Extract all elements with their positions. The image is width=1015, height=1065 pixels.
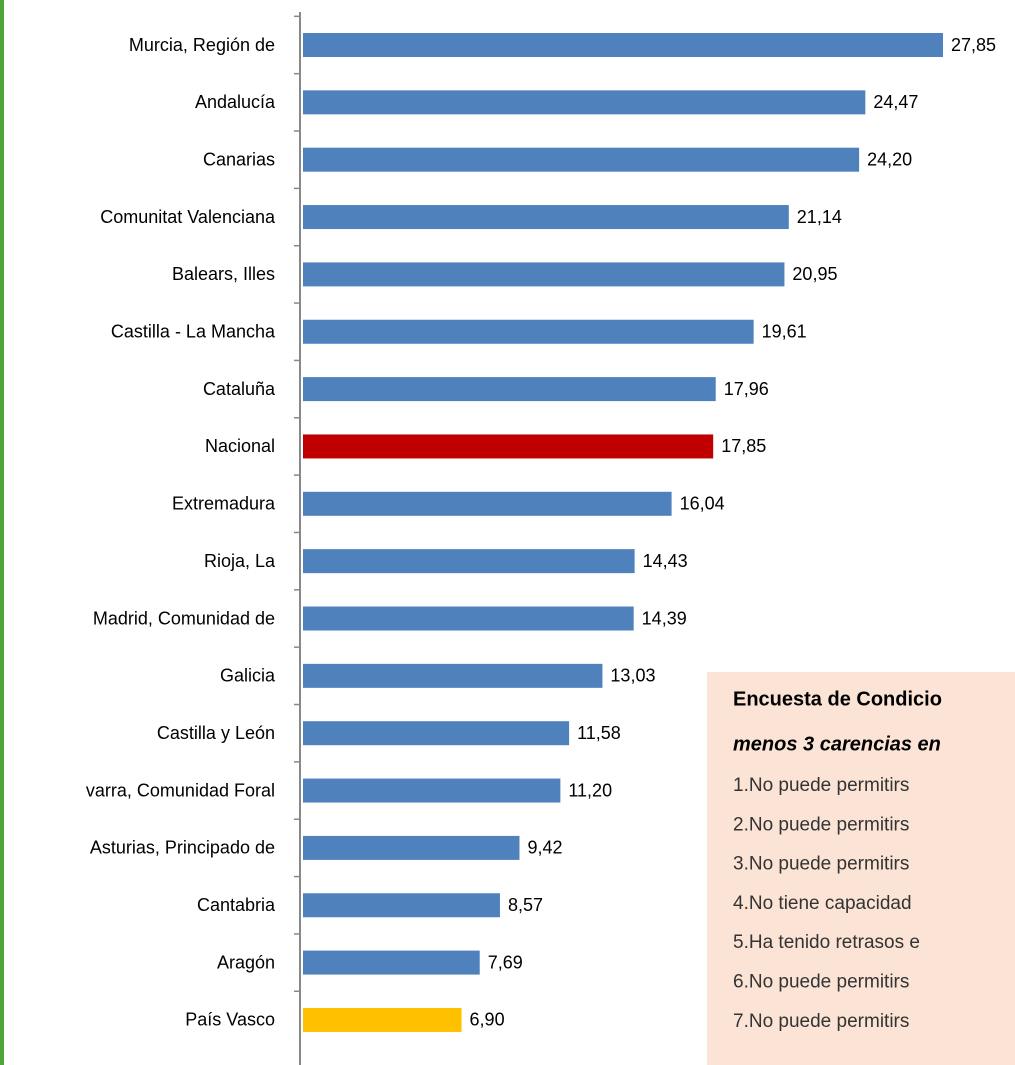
- annotation-item: 7.No puede permitirs: [733, 1011, 909, 1032]
- bar: [303, 90, 866, 115]
- value-label: 24,47: [873, 92, 918, 112]
- value-label: 27,85: [951, 35, 996, 55]
- annotation-item: 2.No puede permitirs: [733, 814, 909, 835]
- category-label: Castilla y León: [157, 723, 275, 743]
- value-label: 7,69: [488, 952, 523, 972]
- value-label: 11,20: [568, 780, 612, 800]
- value-label: 11,58: [577, 723, 621, 743]
- value-label: 17,96: [724, 379, 769, 399]
- value-label: 6,90: [470, 1010, 505, 1030]
- bar: [303, 205, 789, 230]
- value-label: 17,85: [721, 436, 766, 456]
- annotation-background: [707, 672, 1015, 1065]
- category-label: Galicia: [220, 666, 276, 686]
- category-label: Andalucía: [195, 92, 276, 112]
- left-border: [0, 0, 4, 1065]
- value-label: 24,20: [867, 149, 912, 169]
- annotation-item: 6.No puede permitirs: [733, 972, 909, 993]
- bar: [303, 33, 943, 57]
- value-label: 14,43: [643, 551, 688, 571]
- category-label: Castilla - La Mancha: [111, 322, 276, 342]
- bar: [303, 434, 714, 459]
- annotation-title: Encuesta de Condicio: [733, 688, 942, 710]
- bar: [303, 549, 635, 574]
- bar: [303, 319, 754, 344]
- bar: [303, 778, 561, 803]
- annotation-item: 3.No puede permitirs: [733, 854, 909, 875]
- annotation-box: Encuesta de Condicio menos 3 carencias e…: [707, 672, 1015, 1065]
- bar: [303, 950, 480, 975]
- annotation-item: 4.No tiene capacidad: [733, 893, 912, 914]
- value-label: 16,04: [680, 494, 725, 514]
- bar: [303, 835, 520, 860]
- category-label: Cantabria: [197, 895, 276, 915]
- annotation-item: 1.No puede permitirs: [733, 775, 909, 796]
- bar: [303, 606, 634, 631]
- value-label: 9,42: [527, 838, 562, 858]
- category-label: Aragón: [217, 952, 275, 972]
- bar: [303, 262, 785, 287]
- category-label: Canarias: [203, 149, 275, 169]
- category-label: Madrid, Comunidad de: [93, 608, 275, 628]
- value-label: 21,14: [797, 207, 842, 227]
- bar: [303, 1007, 462, 1032]
- bars: 27,85 Murcia, Región de 24,47 Andalucía 24,2…: [86, 15, 996, 1032]
- bar: [303, 377, 716, 402]
- category-label: Balears, Illes: [172, 264, 275, 284]
- category-label: varra, Comunidad Foral: [86, 780, 275, 800]
- category-label: Cataluña: [203, 379, 276, 399]
- bar: [303, 147, 860, 172]
- category-label: Murcia, Región de: [129, 35, 275, 55]
- category-label: Extremadura: [172, 494, 276, 514]
- bar: [303, 721, 570, 746]
- annotation-item: 5.Ha tenido retrasos e: [733, 932, 920, 953]
- bar: [303, 663, 603, 688]
- annotation-subtitle: menos 3 carencias en: [733, 733, 941, 755]
- value-label: 19,61: [762, 322, 807, 342]
- category-label: País Vasco: [185, 1010, 275, 1030]
- category-label: Rioja, La: [204, 551, 276, 571]
- category-label: Asturias, Principado de: [90, 838, 275, 858]
- bar: [303, 893, 500, 918]
- bar: [303, 491, 672, 516]
- category-label: Nacional: [205, 436, 275, 456]
- value-label: 13,03: [610, 666, 655, 686]
- value-label: 20,95: [792, 264, 837, 284]
- category-label: Comunitat Valenciana: [100, 207, 276, 227]
- value-label: 14,39: [642, 608, 687, 628]
- value-label: 8,57: [508, 895, 543, 915]
